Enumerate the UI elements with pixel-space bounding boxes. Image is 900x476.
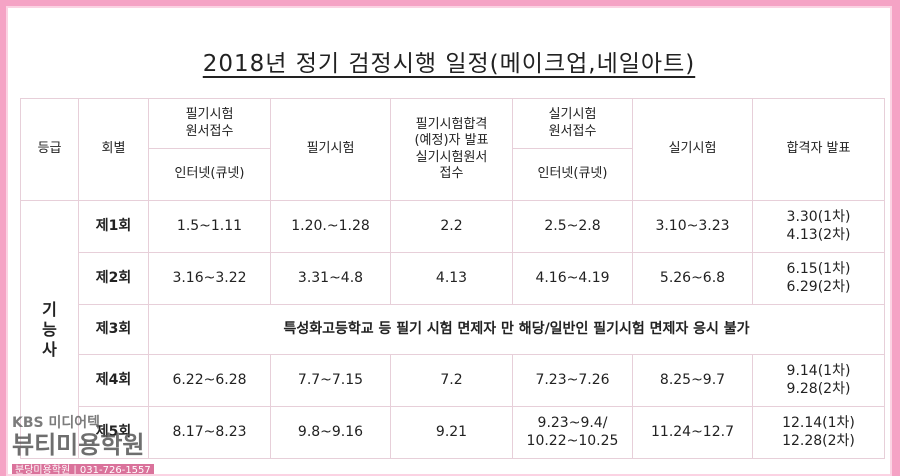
- cell: 2.2: [390, 200, 513, 253]
- header-cell: 인터넷(큐넷): [148, 148, 271, 201]
- row: 제3회 특성화고등학교 등 필기 시험 면제자 만 해당/일반인 필기시험 면제…: [21, 304, 885, 355]
- header-cell: 필기시험: [270, 98, 391, 201]
- cell: 6.22~6.28: [148, 354, 271, 407]
- cell: 12.14(1차) 12.28(2차): [752, 406, 885, 459]
- row: 제4회 6.22~6.28 7.7~7.15 7.2 7.23~7.26 8.2…: [21, 354, 885, 407]
- round-cell: 제2회: [78, 252, 149, 305]
- frame: 2018년 정기 검정시행 일정(메이크업,네일아트) 등급 회별 필기시험 원…: [6, 6, 892, 476]
- cell: 9.8~9.16: [270, 406, 391, 459]
- header-cell: 필기시험 원서접수: [148, 98, 271, 149]
- watermark-line: KBS 미디어텍: [12, 415, 100, 431]
- cell: 9.14(1차) 9.28(2차): [752, 354, 885, 407]
- header-cell: 실기시험 원서접수: [512, 98, 633, 149]
- header-cell: 필기시험합격 (예정)자 발표 실기시험원서 접수: [390, 98, 513, 201]
- watermark-line: 분당미용학원 | 031-726-1557: [12, 464, 154, 474]
- cell: 9.23~9.4/ 10.22~10.25: [512, 406, 633, 459]
- cell: 6.15(1차) 6.29(2차): [752, 252, 885, 305]
- note-cell: 특성화고등학교 등 필기 시험 면제자 만 해당/일반인 필기시험 면제자 응시…: [148, 304, 885, 355]
- watermark-line: 뷰티미용학원: [12, 431, 145, 459]
- cell: 5.26~6.8: [632, 252, 753, 305]
- header-cell: 인터넷(큐넷): [512, 148, 633, 201]
- cell: 2.5~2.8: [512, 200, 633, 253]
- cell: 1.20.~1.28: [270, 200, 391, 253]
- header-cell: 회별: [78, 98, 149, 201]
- row: 제5회 8.17~8.23 9.8~9.16 9.21 9.23~9.4/ 10…: [21, 406, 885, 459]
- header-cell: 실기시험: [632, 98, 753, 201]
- schedule-table: 등급 회별 필기시험 원서접수 필기시험 필기시험합격 (예정)자 발표 실기시…: [20, 98, 885, 459]
- round-cell: 제1회: [78, 200, 149, 253]
- watermark: KBS 미디어텍 뷰티미용학원 분당미용학원 | 031-726-1557: [12, 412, 154, 474]
- cell: 3.10~3.23: [632, 200, 753, 253]
- cell: 4.16~4.19: [512, 252, 633, 305]
- cell: 7.7~7.15: [270, 354, 391, 407]
- cell: 7.2: [390, 354, 513, 407]
- title: 2018년 정기 검정시행 일정(메이크업,네일아트): [202, 51, 696, 77]
- cell: 3.30(1차) 4.13(2차): [752, 200, 885, 253]
- header-row: 등급 회별 필기시험 원서접수 필기시험 필기시험합격 (예정)자 발표 실기시…: [20, 98, 885, 201]
- cell: 7.23~7.26: [512, 354, 633, 407]
- cell: 4.13: [390, 252, 513, 305]
- header-row: 인터넷(큐넷) 인터넷(큐넷): [21, 148, 885, 201]
- cell: 3.31~4.8: [270, 252, 391, 305]
- row: 제2회 3.16~3.22 3.31~4.8 4.13 4.16~4.19 5.…: [21, 252, 885, 305]
- cell: 9.21: [390, 406, 513, 459]
- header-cell: 등급: [20, 98, 79, 201]
- cell: 3.16~3.22: [148, 252, 271, 305]
- row: 기 능 사 제1회 1.5~1.11 1.20.~1.28 2.2 2.5~2.…: [20, 200, 885, 459]
- cell: 1.5~1.11: [148, 200, 271, 253]
- round-cell: 제3회: [78, 304, 149, 355]
- round-cell: 제4회: [78, 354, 149, 407]
- cell: 11.24~12.7: [632, 406, 753, 459]
- header-cell: 합격자 발표: [752, 98, 885, 201]
- cell: 8.25~9.7: [632, 354, 753, 407]
- cell: 8.17~8.23: [148, 406, 271, 459]
